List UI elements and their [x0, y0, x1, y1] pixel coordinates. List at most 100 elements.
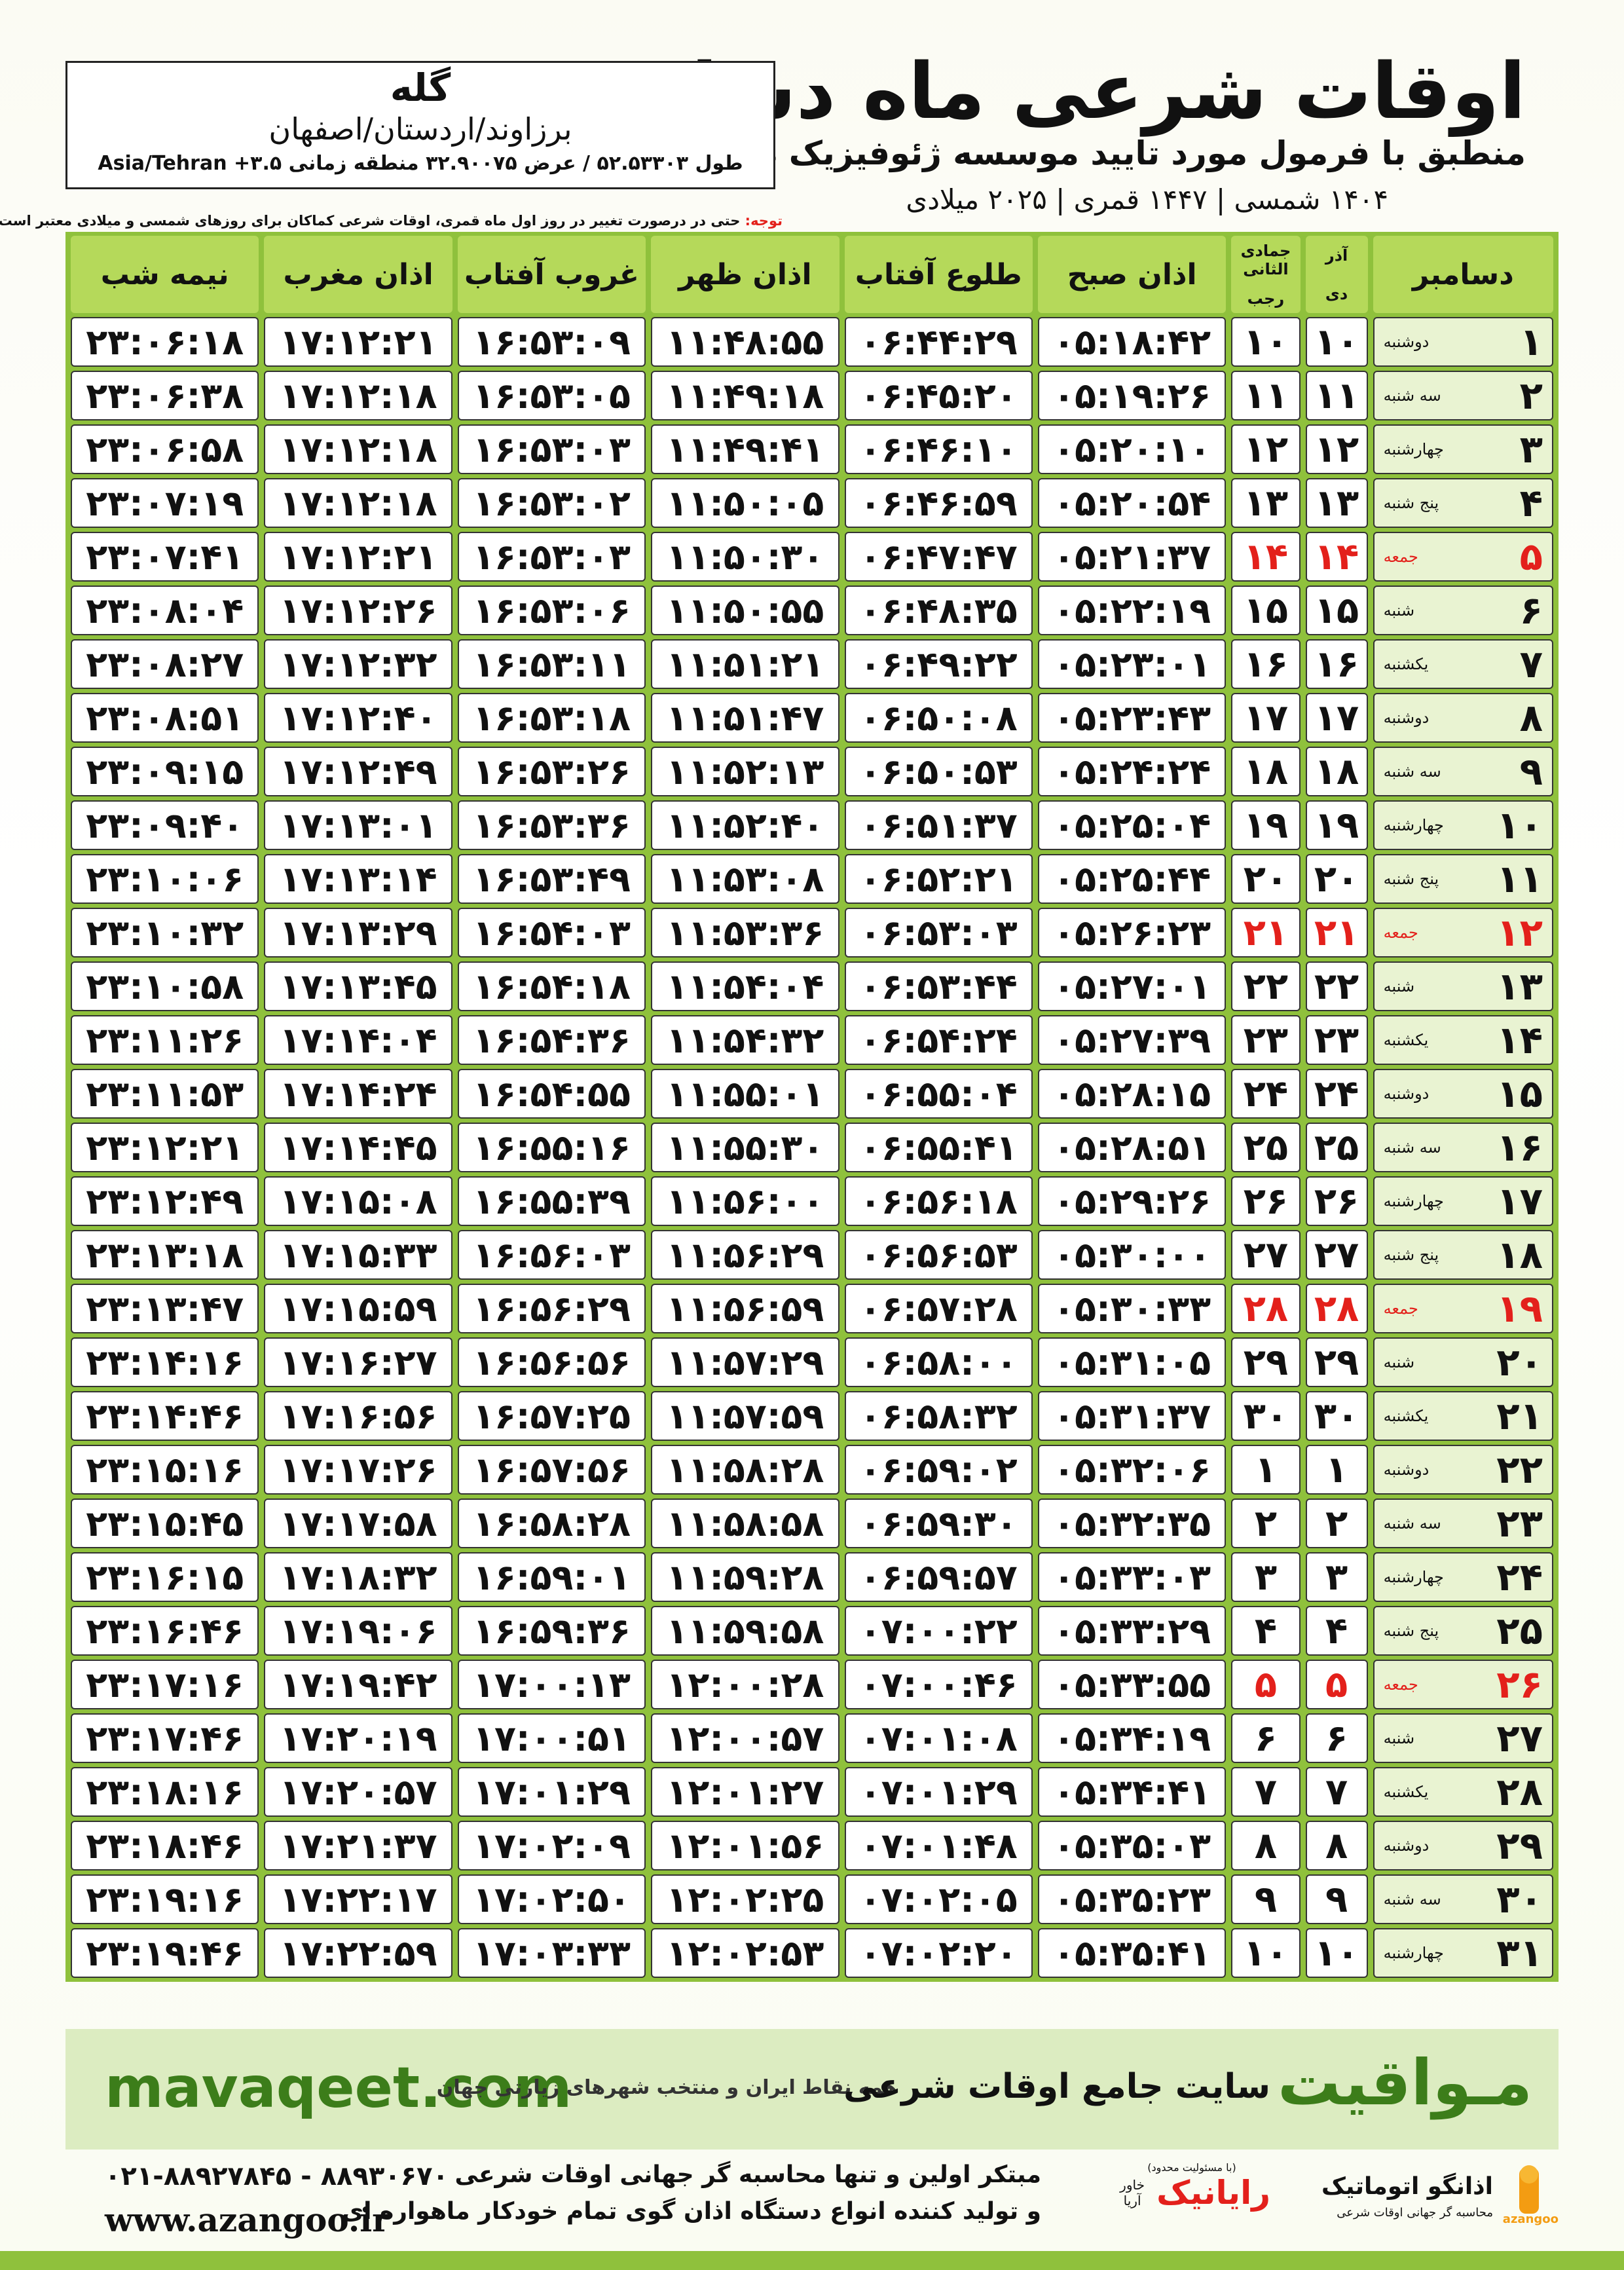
time-cell: ۰۵:۲۱:۳۷	[1037, 532, 1227, 582]
day-wrap: ۳۰ سه شنبه	[1375, 1877, 1552, 1922]
time-cell: ۱۱:۵۰:۳۰	[651, 532, 840, 582]
date-cell: ۱۸	[1231, 747, 1301, 796]
brand: مـواقیت	[1277, 2046, 1532, 2119]
day-wrap: ۱۵ دوشنبه	[1375, 1071, 1552, 1116]
time-cell: ۰۶:۵۲:۲۱	[844, 854, 1033, 904]
time-cell: ۱۲:۰۰:۵۷	[651, 1713, 840, 1763]
region: برزاوند/اردستان/اصفهان	[268, 111, 572, 147]
time-cell: ۱۶:۵۳:۱۱	[457, 639, 646, 689]
weekday: پنج شنبه	[1383, 1622, 1439, 1640]
time-cell: ۰۶:۵۱:۳۷	[844, 800, 1033, 850]
time-cell: ۱۷:۱۳:۲۹	[264, 908, 452, 958]
time-cell: ۱۷:۱۹:۰۶	[264, 1606, 452, 1656]
time-cell: ۱۶:۵۳:۰۲	[457, 478, 646, 528]
weekday: سه شنبه	[1383, 1138, 1441, 1157]
time-cell: ۰۶:۵۹:۵۷	[844, 1552, 1033, 1602]
time-cell: ۱۱:۵۵:۳۰	[651, 1123, 840, 1172]
date-cell: ۱۸	[1305, 747, 1368, 796]
weekday: چهارشنبه	[1383, 1192, 1444, 1210]
day-wrap: ۲۳ سه شنبه	[1375, 1501, 1552, 1546]
day-number: ۴	[1519, 481, 1543, 525]
time-cell: ۱۷:۱۲:۲۱	[264, 317, 452, 367]
time-cell: ۱۱:۵۰:۵۵	[651, 586, 840, 635]
date-cell: ۳	[1305, 1552, 1368, 1602]
time-cell: ۰۷:۰۱:۲۹	[844, 1767, 1033, 1817]
time-cell: ۰۵:۲۸:۵۱	[1037, 1123, 1227, 1172]
time-cell: ۱۷:۱۶:۲۷	[264, 1337, 452, 1387]
row: ۱۹ جمعه ۲۸ ۲۸ ۰۵:۳۰:۳۳ ۰۶:۵۷:۲۸ ۱۱:۵۶:۵۹ ۱۶:۵۶:…	[71, 1284, 1553, 1333]
date-cell: ۹	[1231, 1874, 1301, 1924]
day-wrap: ۷ یکشنبه	[1375, 642, 1552, 686]
day-cell: ۱۲ جمعه	[1373, 908, 1553, 958]
time-cell: ۰۵:۲۰:۵۴	[1037, 478, 1227, 528]
time-cell: ۲۳:۰۹:۱۵	[71, 747, 259, 796]
time-cell: ۱۱:۵۶:۰۰	[651, 1176, 840, 1226]
date-cell: ۷	[1231, 1767, 1301, 1817]
time-cell: ۲۳:۱۳:۴۷	[71, 1284, 259, 1333]
time-cell: ۱۶:۵۶:۲۹	[457, 1284, 646, 1333]
time-cell: ۲۳:۱۶:۴۶	[71, 1606, 259, 1656]
date-cell: ۱۶	[1305, 639, 1368, 689]
time-cell: ۱۷:۰۰:۵۱	[457, 1713, 646, 1763]
day-number: ۱۵	[1496, 1071, 1543, 1116]
day-wrap: ۲۹ دوشنبه	[1375, 1823, 1552, 1868]
time-cell: ۰۵:۲۷:۰۱	[1037, 961, 1227, 1011]
time-cell: ۱۶:۵۴:۵۵	[457, 1069, 646, 1119]
day-wrap: ۱۹ جمعه	[1375, 1286, 1552, 1331]
time-cell: ۱۶:۵۶:۰۳	[457, 1230, 646, 1280]
time-cell: ۲۳:۰۸:۲۷	[71, 639, 259, 689]
day-cell: ۱۵ دوشنبه	[1373, 1069, 1553, 1119]
time-cell: ۱۱:۴۹:۱۸	[651, 371, 840, 420]
row: ۲۲ دوشنبه ۱ ۱ ۰۵:۳۲:۰۶ ۰۶:۵۹:۰۲ ۱۱:۵۸:۲۸ ۱۶:۵۷:…	[71, 1445, 1553, 1495]
date-cell: ۵	[1231, 1660, 1301, 1709]
time-cell: ۱۷:۱۲:۲۶	[264, 586, 452, 635]
time-cell: ۱۷:۰۳:۳۳	[457, 1928, 646, 1978]
time-cell: ۰۵:۳۵:۲۳	[1037, 1874, 1227, 1924]
time-cell: ۱۱:۵۶:۵۹	[651, 1284, 840, 1333]
day-cell: ۲۷ شنبه	[1373, 1713, 1553, 1763]
time-cell: ۰۶:۵۶:۵۳	[844, 1230, 1033, 1280]
day-number: ۲۹	[1496, 1823, 1543, 1868]
times-table: دسامبر آذر دی جمادی الثانی رجب اذان صبح طلوع آ…	[65, 232, 1559, 1982]
day-cell: ۳ چهارشنبه	[1373, 424, 1553, 474]
time-cell: ۰۵:۳۵:۰۳	[1037, 1821, 1227, 1870]
date-cell: ۹	[1305, 1874, 1368, 1924]
date-cell: ۸	[1305, 1821, 1368, 1870]
time-cell: ۱۷:۰۱:۲۹	[457, 1767, 646, 1817]
date-cell: ۳۰	[1231, 1391, 1301, 1441]
date-cell: ۱	[1305, 1445, 1368, 1495]
day-cell: ۵ جمعه	[1373, 532, 1553, 582]
time-cell: ۱۱:۵۴:۳۲	[651, 1015, 840, 1065]
date-cell: ۴	[1231, 1606, 1301, 1656]
date-cell: ۱۰	[1231, 317, 1301, 367]
raianik-logo: (با مسئولیت محدود) رایانیک خاور آریا	[1113, 2161, 1270, 2240]
time-cell: ۱۶:۵۳:۲۶	[457, 747, 646, 796]
time-cell: ۱۷:۱۳:۴۵	[264, 961, 452, 1011]
logo-text: (با مسئولیت محدود)	[1147, 2161, 1236, 2174]
logo-text: رایانیک	[1156, 2174, 1270, 2212]
time-cell: ۲۳:۰۷:۱۹	[71, 478, 259, 528]
row: ۳۰ سه شنبه ۹ ۹ ۰۵:۳۵:۲۳ ۰۷:۰۲:۰۵ ۱۲:۰۲:۲۵ ۱۷:۰۲…	[71, 1874, 1553, 1924]
time-cell: ۲۳:۱۷:۱۶	[71, 1660, 259, 1709]
table-body: ۱ دوشنبه ۱۰ ۱۰ ۰۵:۱۸:۴۲ ۰۶:۴۴:۲۹ ۱۱:۴۸:۵۵ ۱۶:۵۳…	[71, 317, 1553, 1978]
day-number: ۵	[1519, 534, 1543, 579]
time-cell: ۱۱:۴۸:۵۵	[651, 317, 840, 367]
date-cell: ۲۰	[1305, 854, 1368, 904]
header-cell: جمادی الثانی رجب	[1231, 236, 1301, 313]
time-cell: ۱۱:۵۹:۲۸	[651, 1552, 840, 1602]
time-cell: ۲۳:۰۷:۴۱	[71, 532, 259, 582]
time-cell: ۰۶:۴۵:۲۰	[844, 371, 1033, 420]
day-cell: ۷ یکشنبه	[1373, 639, 1553, 689]
header-cell: غروب آفتاب	[457, 236, 646, 313]
weekday: چهارشنبه	[1383, 440, 1444, 458]
coords: طول ۵۲.۵۳۳۰۳ / عرض ۳۲.۹۰۰۷۵ منطقه زمانی …	[98, 152, 743, 175]
day-number: ۱۳	[1496, 964, 1543, 1009]
date-cell: ۱۳	[1305, 478, 1368, 528]
day-wrap: ۲۰ شنبه	[1375, 1340, 1552, 1385]
time-cell: ۰۵:۲۲:۱۹	[1037, 586, 1227, 635]
time-cell: ۲۳:۱۶:۱۵	[71, 1552, 259, 1602]
time-cell: ۰۶:۴۹:۲۲	[844, 639, 1033, 689]
date-cell: ۱	[1231, 1445, 1301, 1495]
time-cell: ۰۵:۲۴:۲۴	[1037, 747, 1227, 796]
date-cell: ۲۶	[1231, 1176, 1301, 1226]
